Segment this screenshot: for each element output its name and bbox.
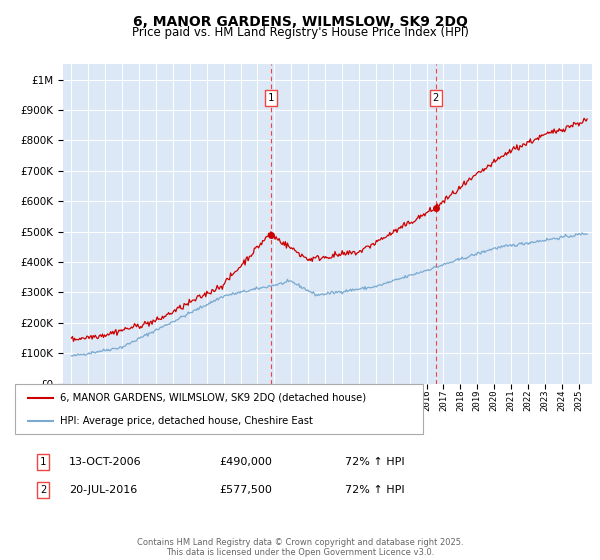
Text: 13-OCT-2006: 13-OCT-2006 xyxy=(69,457,142,467)
Text: HPI: Average price, detached house, Cheshire East: HPI: Average price, detached house, Ches… xyxy=(60,417,313,426)
Text: 1: 1 xyxy=(40,457,46,467)
Text: 6, MANOR GARDENS, WILMSLOW, SK9 2DQ (detached house): 6, MANOR GARDENS, WILMSLOW, SK9 2DQ (det… xyxy=(60,393,366,403)
Text: 2: 2 xyxy=(433,93,439,103)
Text: 72% ↑ HPI: 72% ↑ HPI xyxy=(345,485,404,495)
Text: 6, MANOR GARDENS, WILMSLOW, SK9 2DQ: 6, MANOR GARDENS, WILMSLOW, SK9 2DQ xyxy=(133,15,467,29)
Text: 72% ↑ HPI: 72% ↑ HPI xyxy=(345,457,404,467)
Text: Price paid vs. HM Land Registry's House Price Index (HPI): Price paid vs. HM Land Registry's House … xyxy=(131,26,469,39)
Text: 20-JUL-2016: 20-JUL-2016 xyxy=(69,485,137,495)
Text: 2: 2 xyxy=(40,485,46,495)
Text: Contains HM Land Registry data © Crown copyright and database right 2025.
This d: Contains HM Land Registry data © Crown c… xyxy=(137,538,463,557)
Text: 1: 1 xyxy=(268,93,274,103)
Text: £490,000: £490,000 xyxy=(219,457,272,467)
Text: £577,500: £577,500 xyxy=(219,485,272,495)
FancyBboxPatch shape xyxy=(15,384,423,434)
